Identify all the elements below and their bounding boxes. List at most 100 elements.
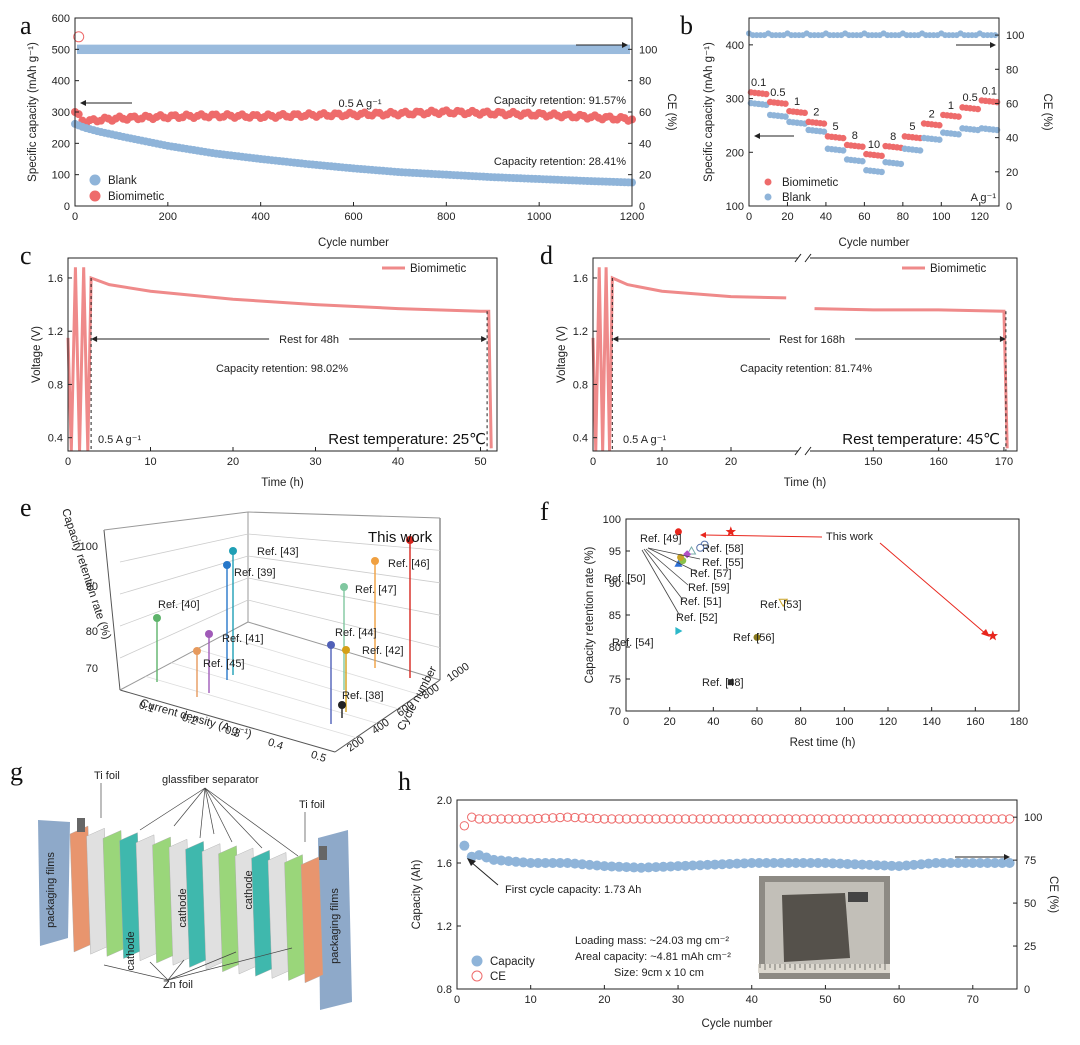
ce-point [739,814,750,824]
blank-point [955,131,962,138]
ce-point [555,812,565,823]
e-point-label: Ref. [38] [342,690,384,702]
capacity-point [805,858,816,868]
e-grid-line [222,635,420,695]
legend-label-capacity: Capacity [490,956,535,968]
y2-tick-label: 100 [1024,812,1042,824]
arrow-right-head [622,42,628,48]
ce-point [953,814,963,824]
x-tick-label: 100 [835,716,853,728]
e-y-tick-label: 80 [86,626,98,638]
ce-point [489,814,499,824]
e-point [406,536,414,544]
capacity-point [849,859,860,870]
capacity-point [761,858,772,868]
g-leader-line [103,964,169,981]
axis-break-mark [794,253,802,263]
ce-point [621,814,632,824]
ce-point [518,814,529,824]
capacity-point [938,858,949,868]
first-cycle-arrow-head [467,858,476,866]
capacity-point [510,856,521,867]
ce-point [680,814,691,824]
ce-point [931,814,941,824]
capacity-point [997,858,1008,868]
f-point-label: Ref. [59] [688,582,730,594]
x-tick-label: 100 [932,211,950,223]
ce-point [857,814,867,824]
areal-label: Areal capacity: ~4.81 mAh cm⁻² [575,951,731,963]
e-y-tick-label: 70 [86,663,98,675]
e-point-label: Ref. [45] [203,658,245,670]
capacity-point [739,858,750,869]
x-axis-label: Rest time (h) [790,737,856,749]
capacity-point [930,858,941,868]
ce-point [732,814,742,824]
capacity-point [732,858,742,869]
capacity-point [989,858,1000,868]
e-x-tick-label: 0.2 [180,712,198,728]
retention-biomimetic: Capacity retention: 91.57% [494,95,626,107]
ce-point [584,813,595,823]
ce-point [805,814,816,824]
axis-break-mark [804,253,812,263]
capacity-point [709,859,720,870]
g-packaging-film-left [38,820,70,946]
biomimetic-point [763,90,770,98]
capacity-point [643,862,654,873]
y-tick-label: 1.2 [573,326,588,338]
e-x-tick-label: 0.4 [266,736,284,752]
g-leader-line [199,787,206,839]
x-tick-label: 120 [971,211,989,223]
f-this-work-arrow [879,542,987,635]
e-top-edge [103,511,249,531]
y-tick-label: 500 [52,44,70,56]
biomimetic-point [878,152,885,160]
y2-tick-label: 0 [1006,201,1012,213]
y-tick-label: 1.6 [573,273,588,285]
f-point [753,633,761,641]
g-ti-tab-left [77,818,85,832]
y-tick-label: 200 [726,147,744,159]
capacity-point [908,859,919,870]
ce-point [614,814,624,824]
voltage-line [814,307,1009,449]
ce-point [835,814,845,824]
rate-label: 0.1 [982,85,997,97]
f-point-star [987,630,999,641]
ce-point [459,821,470,831]
g-leader-line [204,787,233,843]
y-tick-label: 400 [726,40,744,52]
e-point [223,561,231,569]
ce-point [761,814,772,824]
capacity-point [695,860,706,871]
biomimetic-point [955,113,962,120]
rate-label: 0.5 A g⁻¹ [98,434,141,446]
y-tick-label: 1.2 [48,326,63,338]
e-vertical-edge [103,529,121,691]
y-tick-label: 400 [52,76,70,88]
y-tick-label: 1.6 [437,858,452,870]
rate-label: 5 [832,121,838,133]
f-leader-line [641,549,681,617]
x-tick-label: 20 [725,456,737,468]
g-layer [300,856,324,984]
x-tick-label: 800 [437,211,455,223]
temperature-label: Rest temperature: 45℃ [842,431,1000,448]
capacity-point [754,858,765,868]
x-axis-label: Time (h) [261,477,304,489]
e-point-label: This work [368,529,433,546]
legend-label-blank: Blank [108,175,137,187]
ce-point [592,813,602,824]
x-tick-label: 40 [820,211,832,223]
capacity-point [555,858,566,868]
e-point [153,614,161,622]
capacity-point [864,859,875,870]
ce-point [982,814,993,824]
g-cathode-label: cathode [243,870,255,909]
ce-point [1004,814,1015,824]
ce-point [496,814,506,824]
panel-letter-e: e [20,493,32,522]
ce-point [474,814,484,824]
f-point-label: Ref. [51] [680,596,722,608]
